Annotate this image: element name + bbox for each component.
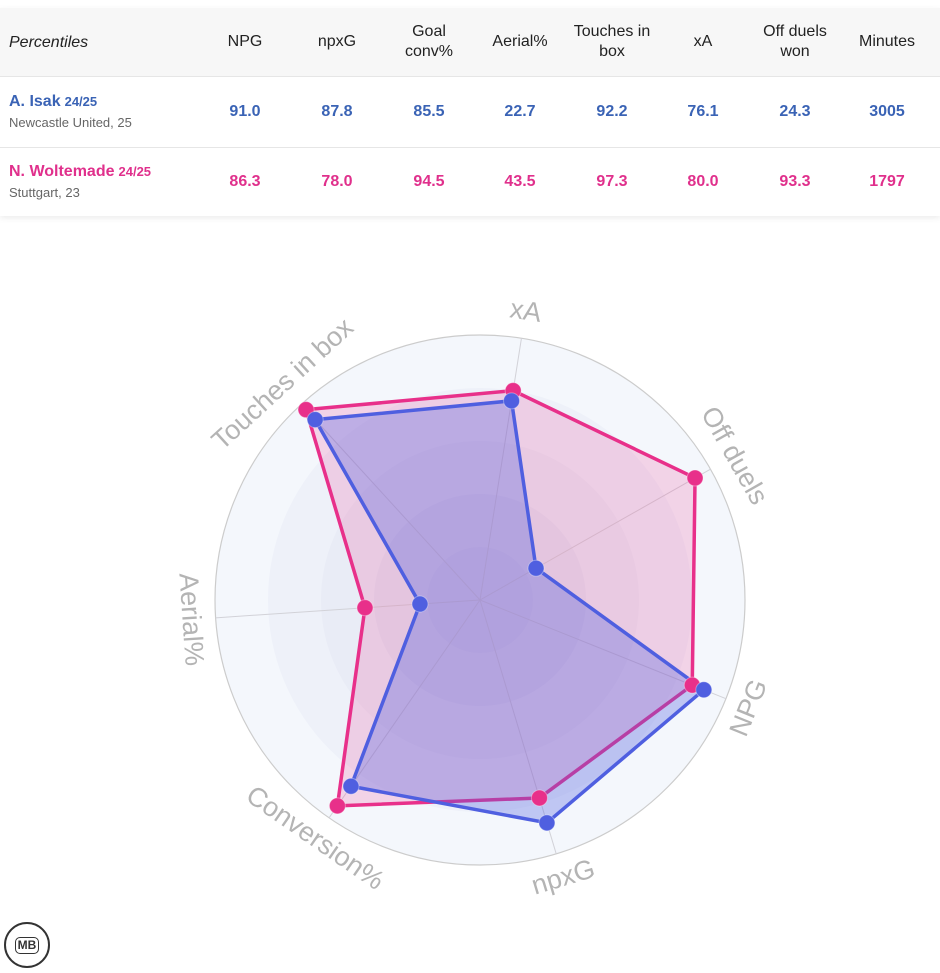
table-row: A. Isak 24/25 Newcastle United, 25 91.0 8… <box>0 77 940 148</box>
axis-label: Aerial% <box>173 572 209 667</box>
col-header-npxg: npxG <box>317 33 357 50</box>
axis-label: xA <box>508 293 544 328</box>
col-header-goal-conv: Goal conv% <box>404 23 454 60</box>
radar-spoke <box>300 404 481 601</box>
radar-series <box>297 382 713 832</box>
value-goal-conv: 94.5 <box>413 173 445 190</box>
value-minutes: 3005 <box>869 103 905 120</box>
data-point-isak <box>342 777 360 795</box>
player-name: N. Woltemade 24/25 <box>9 163 152 180</box>
data-point-isak <box>503 392 521 410</box>
col-header-xa: xA <box>693 33 713 50</box>
col-header-touches-in-box: Touches in box <box>573 23 651 60</box>
value-xa: 76.1 <box>687 103 719 120</box>
value-npg: 91.0 <box>229 103 261 120</box>
data-point-woltemade <box>686 469 704 487</box>
season-label: 24/25 <box>64 94 98 109</box>
data-point-isak <box>695 681 713 699</box>
value-goal-conv: 85.5 <box>413 103 445 120</box>
col-header-minutes: Minutes <box>858 33 916 50</box>
value-npxg: 87.8 <box>321 103 353 120</box>
value-aerial: 43.5 <box>504 173 536 190</box>
radar-spoke <box>479 468 711 601</box>
data-point-isak <box>306 411 324 429</box>
value-npg: 86.3 <box>229 173 261 190</box>
value-npxg: 78.0 <box>321 173 353 190</box>
data-point-isak <box>538 814 556 832</box>
data-point-woltemade <box>530 789 548 807</box>
value-minutes: 1797 <box>869 173 905 190</box>
data-point-woltemade <box>356 599 374 617</box>
col-header-aerial: Aerial% <box>492 33 548 50</box>
col-header-npg: NPG <box>227 33 263 50</box>
data-point-isak <box>527 559 545 577</box>
series-polygon-isak <box>313 399 706 825</box>
value-off-duels-won: 24.3 <box>779 103 811 120</box>
radar-spoke <box>479 338 522 601</box>
value-off-duels-won: 93.3 <box>779 173 811 190</box>
player-team: Stuttgart, 23 <box>9 185 80 200</box>
player-team: Newcastle United, 25 <box>9 115 132 130</box>
season-label: 24/25 <box>118 164 152 179</box>
value-xa: 80.0 <box>687 173 719 190</box>
table-row: N. Woltemade 24/25 Stuttgart, 23 86.3 78.… <box>0 147 940 217</box>
value-touches-in-box: 92.2 <box>596 103 628 120</box>
radar-spoke <box>479 599 557 854</box>
value-aerial: 22.7 <box>504 103 536 120</box>
mb-logo: MB <box>4 922 50 968</box>
table-header: Percentiles NPG npxG Goal conv% Aerial% … <box>0 8 940 77</box>
data-point-isak <box>411 595 429 613</box>
value-touches-in-box: 97.3 <box>596 173 628 190</box>
radar-spoke <box>215 599 481 619</box>
col-header-off-duels-won: Off duels won <box>763 23 827 60</box>
header-title: Percentiles <box>9 34 89 51</box>
data-point-woltemade <box>328 797 346 815</box>
percentiles-table: Percentiles NPG npxG Goal conv% Aerial% … <box>0 8 940 216</box>
axis-label: npxG <box>528 853 598 900</box>
player-name: A. Isak 24/25 <box>9 93 98 110</box>
